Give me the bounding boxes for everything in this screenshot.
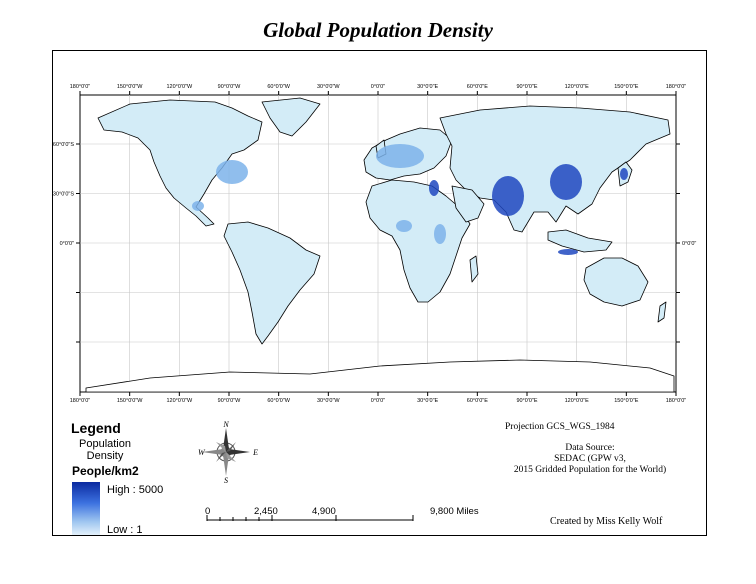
south-america-landmass (223, 221, 321, 345)
scalebar-label-2: 4,900 (312, 506, 336, 517)
data-source-line2: SEDAC (GPW v3, (554, 454, 626, 464)
lon-label: 90°0'0"W (218, 84, 241, 90)
legend-color-ramp (72, 482, 100, 535)
lat-label-right: 0°0'0" (682, 241, 696, 247)
greenland-landmass (261, 97, 321, 137)
lon-label: 90°0'0"E (516, 398, 537, 404)
lon-label: 150°0'0"E (614, 398, 638, 404)
lat-label-left: 30°0'0"S (53, 192, 74, 198)
new-zealand-landmass (657, 301, 667, 323)
density-hotspots (192, 144, 628, 255)
lon-label: 180°0'0" (70, 398, 91, 404)
compass-e: E (252, 448, 258, 457)
lon-label: 60°0'0"W (267, 84, 290, 90)
lon-label: 60°0'0"W (267, 398, 290, 404)
compass-w: W (198, 448, 206, 457)
hotspot-nigeria (396, 220, 412, 232)
lon-label: 180°0'0" (70, 84, 91, 90)
hotspot-mexico-central (192, 201, 204, 211)
data-source: Data Source: SEDAC (GPW v3, 2015 Gridded… (490, 443, 690, 476)
lon-labels-top: 180°0'0" 150°0'0"W 120°0'0"W 90°0'0"W 60°0'0… (70, 84, 687, 90)
hotspot-nile-delta (429, 180, 439, 196)
arabia-landmass (451, 185, 485, 223)
compass-s: S (224, 476, 228, 484)
compass-rose-icon: N S W E (198, 420, 258, 484)
lat-labels: 0°0'0" 30°0'0"S 60°0'0"S 0°0'0" (53, 142, 697, 247)
lon-label: 90°0'0"E (516, 84, 537, 90)
map-title: Global Population Density (263, 18, 493, 42)
hotspot-europe-core (376, 144, 424, 168)
lon-label: 120°0'0"W (166, 84, 192, 90)
lat-label-left: 0°0'0" (60, 241, 74, 247)
lon-label: 30°0'0"W (317, 84, 340, 90)
legend-unit: People/km2 (72, 464, 139, 478)
hotspot-east-africa (434, 224, 446, 244)
projection-text: Projection GCS_WGS_1984 (505, 422, 615, 432)
scale-bar (206, 515, 414, 521)
hotspot-east-china (550, 164, 582, 200)
southeast-asia-islands-landmass (547, 229, 613, 253)
legend-heading: Legend (71, 420, 121, 436)
graticule-ticks (76, 91, 680, 396)
scalebar-label-1: 2,450 (254, 506, 278, 517)
lon-label: 120°0'0"E (565, 398, 589, 404)
lon-label: 180°0'0" (666, 84, 687, 90)
lon-label: 180°0'0" (666, 398, 687, 404)
hotspot-eastern-us (216, 160, 248, 184)
scalebar-label-3: 9,800 Miles (430, 506, 479, 517)
landmasses (85, 97, 675, 393)
lat-label-left: 60°0'0"S (53, 142, 74, 148)
data-source-line1: Data Source: (565, 443, 615, 453)
data-source-line3: 2015 Gridded Population for the World) (513, 465, 667, 475)
legend-layer-name: Population Density (79, 438, 131, 462)
lon-label: 150°0'0"W (117, 84, 143, 90)
lon-label: 120°0'0"E (565, 84, 589, 90)
scalebar-label-0: 0 (205, 506, 211, 517)
lon-labels-bottom: 180°0'0" 150°0'0"W 120°0'0"W 90°0'0"W 60°0'0… (70, 398, 687, 404)
lon-label: 60°0'0"E (467, 398, 488, 404)
north-america-landmass (97, 99, 263, 227)
lon-label: 150°0'0"E (614, 84, 638, 90)
map-credit: Created by Miss Kelly Wolf (550, 516, 663, 527)
antarctica-landmass (85, 359, 675, 393)
lon-label: 60°0'0"E (467, 84, 488, 90)
legend-low-label: Low : 1 (107, 524, 143, 536)
lon-label: 90°0'0"W (218, 398, 241, 404)
australia-landmass (583, 257, 649, 307)
hotspot-japan-urban (620, 168, 628, 180)
compass-n: N (222, 420, 229, 429)
hotspot-java (558, 249, 578, 255)
lon-label: 0°0'0" (371, 84, 385, 90)
lon-label: 150°0'0"W (117, 398, 143, 404)
map-frame (52, 50, 707, 536)
lon-label: 0°0'0" (371, 398, 385, 404)
hotspot-india (492, 176, 524, 216)
legend-high-label: High : 5000 (107, 484, 164, 496)
lon-label: 30°0'0"E (417, 398, 438, 404)
lon-label: 30°0'0"W (317, 398, 340, 404)
madagascar-landmass (469, 255, 479, 283)
lon-label: 120°0'0"W (166, 398, 192, 404)
lon-label: 30°0'0"E (417, 84, 438, 90)
